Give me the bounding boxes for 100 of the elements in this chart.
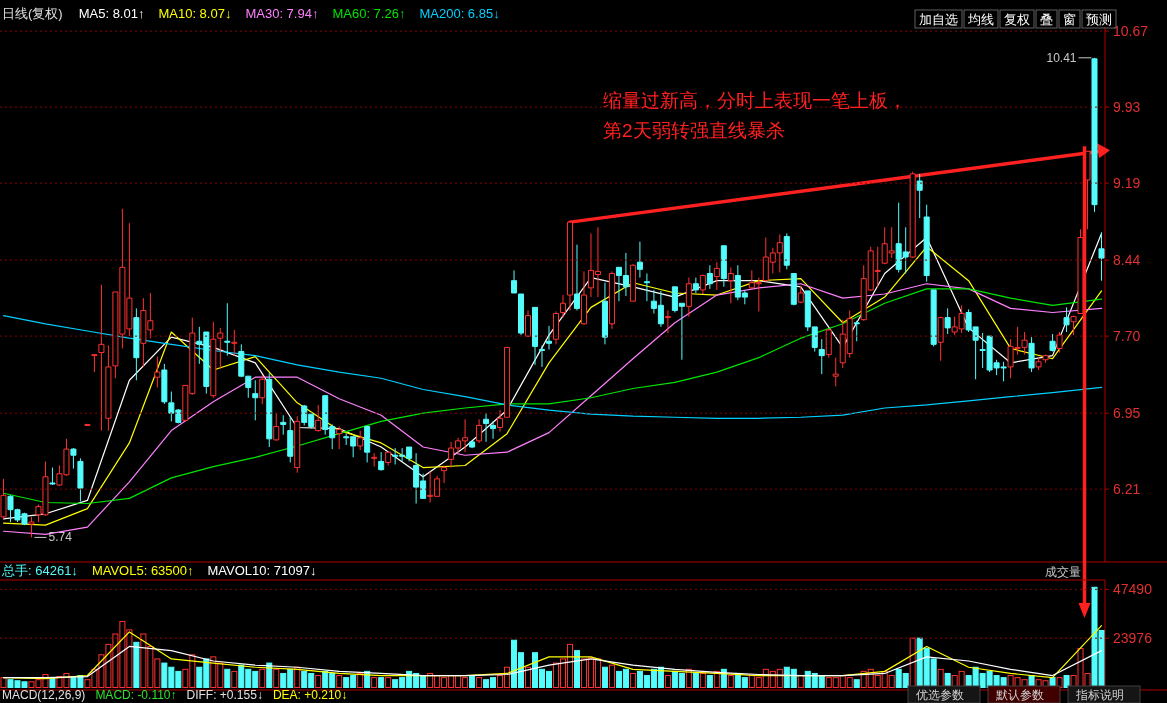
candlestick: [91, 354, 98, 373]
annotation: 预测: [1086, 12, 1112, 27]
y-tick-label: 9.19: [1113, 175, 1141, 192]
candlestick: [28, 516, 35, 538]
text: MAVOL10: 71097↓: [207, 563, 317, 578]
y-tick-label: 6.21: [1113, 481, 1141, 498]
text: 默认参数: [995, 688, 1044, 702]
text: MA30: 7.94↑: [245, 6, 319, 21]
annotation: 窗: [1063, 12, 1076, 27]
bar: [133, 641, 140, 688]
candlestick: [294, 415, 301, 474]
candlestick: [937, 316, 944, 362]
candlestick: [77, 457, 84, 502]
candlestick: [378, 451, 385, 472]
annotation: 复权: [1004, 12, 1030, 27]
candlestick: [692, 277, 699, 294]
candlestick: [70, 447, 77, 470]
candlestick: [1056, 331, 1063, 354]
bar: [371, 677, 378, 688]
annotation: 加自选: [919, 12, 958, 27]
candlestick: [664, 309, 671, 334]
annotation: 10.41: [1046, 50, 1077, 65]
candlestick: [273, 412, 280, 442]
annotation: 叠: [1040, 12, 1053, 27]
bar: [706, 675, 713, 688]
candlestick: [154, 356, 161, 388]
candlestick: [1042, 354, 1049, 364]
bar: [336, 675, 343, 688]
bar: [385, 677, 392, 688]
candlestick: [636, 241, 643, 279]
candlestick: [525, 309, 532, 338]
bar: [49, 677, 56, 688]
candlestick: [161, 363, 168, 405]
candlestick: [552, 310, 560, 345]
annotation: 5.74: [48, 530, 73, 545]
candlestick: [559, 294, 567, 319]
y-tick-label: 47490: [1113, 581, 1153, 598]
candlestick: [49, 467, 56, 486]
candlestick: [944, 307, 951, 335]
y-tick-label: 23976: [1113, 630, 1153, 647]
candlestick: [573, 244, 580, 311]
bar: [853, 679, 860, 688]
text: DIFF: +0.155↓: [186, 688, 263, 702]
candlestick: [685, 277, 692, 318]
annotation: 均线: [967, 12, 994, 27]
bar: [573, 650, 580, 688]
candlestick: [783, 232, 790, 270]
candlestick: [1049, 333, 1056, 353]
text: MA200: 6.85↓: [419, 6, 500, 21]
text: MACD(12,26,9): [2, 688, 86, 702]
bar: [692, 672, 699, 688]
text: 优选参数: [916, 688, 964, 702]
candlestick: [1028, 336, 1035, 373]
candlestick: [538, 344, 546, 368]
y-tick-label: 6.95: [1113, 405, 1141, 422]
chart-title: 日线(复权): [2, 6, 63, 21]
candlestick: [490, 420, 497, 440]
bar: [629, 672, 636, 688]
candlestick: [699, 274, 706, 295]
candlestick: [357, 430, 364, 451]
bar: [469, 675, 476, 688]
text: MA10: 8.07↓: [158, 6, 232, 21]
bar: [727, 675, 734, 688]
bar: [797, 675, 804, 688]
bar: [294, 666, 301, 688]
candlestick: [1077, 228, 1084, 315]
candlestick: [210, 321, 217, 399]
annotation: 第2天弱转强直线暴杀: [603, 120, 785, 141]
candlestick: [217, 327, 224, 370]
candlestick: [224, 302, 231, 357]
bar: [224, 668, 231, 688]
candlestick: [441, 465, 448, 484]
annotation: 缩量过新高，分时上表现一笔上板，: [603, 90, 907, 111]
candlestick: [797, 285, 804, 304]
candlestick: [790, 272, 797, 306]
candlestick: [1091, 57, 1098, 213]
candlestick: [720, 245, 727, 288]
candlestick: [280, 414, 287, 436]
candlestick: [923, 204, 930, 283]
text: 指标说明: [1075, 688, 1124, 702]
candlestick: [608, 270, 615, 330]
y-tick-label: 9.93: [1113, 99, 1141, 116]
candlestick: [315, 404, 322, 433]
candlestick: [252, 379, 259, 421]
candlestick: [713, 261, 720, 291]
candlestick: [916, 173, 923, 219]
line-series: [2, 314, 1103, 419]
bar: [1063, 675, 1070, 688]
candlestick: [1070, 315, 1077, 336]
bar: [0, 677, 7, 688]
candlestick: [1035, 357, 1042, 371]
candlestick: [469, 440, 476, 449]
candlestick: [133, 307, 140, 381]
y-tick-label: 10.67: [1113, 23, 1149, 40]
candlestick: [476, 418, 483, 444]
candlestick: [231, 329, 238, 357]
candlestick: [1063, 306, 1070, 333]
text: MACD: -0.110↑: [95, 688, 177, 702]
candlestick: [853, 320, 860, 342]
candlestick: [545, 325, 553, 350]
